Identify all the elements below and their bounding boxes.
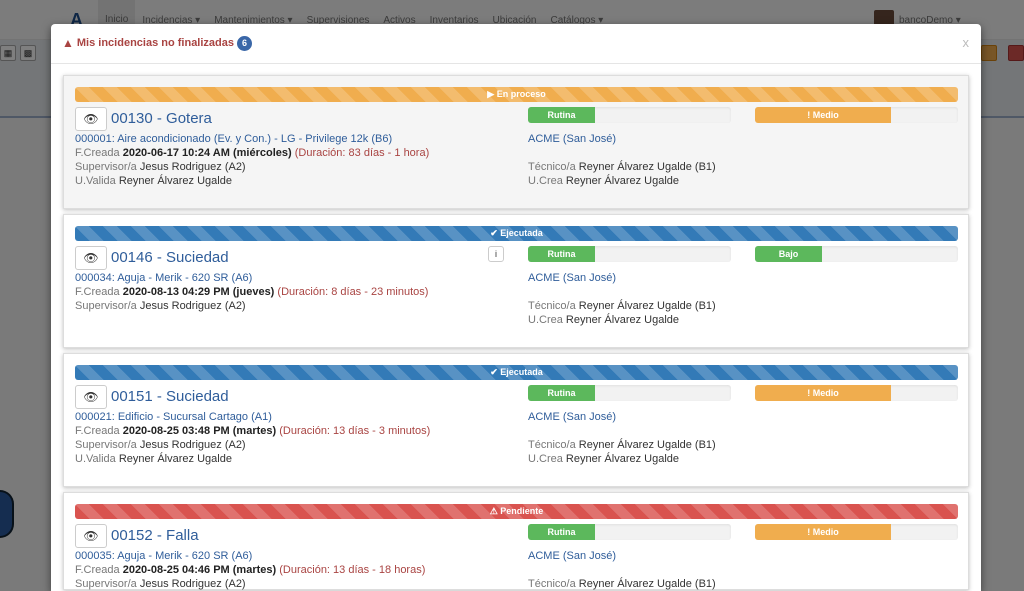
technician: Reyner Álvarez Ugalde (B1) (578, 439, 716, 451)
created-date: 2020-06-17 10:24 AM (miércoles) (122, 147, 292, 159)
validator-label: U.Valida (75, 175, 116, 187)
created-label: F.Creada (75, 286, 120, 298)
supervisor-label: Supervisor/a (75, 578, 137, 590)
created-label: F.Creada (75, 564, 120, 576)
type-progress: Rutina (528, 524, 731, 540)
technician-label: Técnico/a (528, 161, 576, 173)
technician: Reyner Álvarez Ugalde (B1) (578, 161, 716, 173)
priority-progress: ! Medio (755, 524, 958, 540)
priority-label: ! Medio (755, 107, 891, 123)
status-bar: ✔ Ejecutada (75, 226, 958, 241)
creator-label: U.Crea (528, 175, 563, 187)
supervisor-label: Supervisor/a (75, 439, 137, 451)
eye-icon: 👁 (83, 251, 99, 265)
supervisor: Jesus Rodriguez (A2) (139, 300, 246, 312)
technician-label: Técnico/a (528, 300, 576, 312)
validator-label: U.Valida (75, 453, 116, 465)
location-link[interactable]: ACME (San José) (528, 272, 617, 284)
view-button[interactable]: 👁 (75, 524, 107, 548)
creator: Reyner Álvarez Ugalde (565, 453, 680, 465)
incident-card: ▶ En proceso 👁 00130 - Gotera 000001: Air… (63, 75, 969, 209)
asset-link[interactable]: 000021: Edificio - Sucursal Cartago (A1) (75, 411, 272, 423)
location-link[interactable]: ACME (San José) (528, 550, 617, 562)
asset-link[interactable]: 000001: Aire acondicionado (Ev. y Con.) … (75, 133, 393, 145)
created-date: 2020-08-25 03:48 PM (martes) (122, 425, 277, 437)
technician: Reyner Álvarez Ugalde (B1) (578, 578, 716, 590)
location-link[interactable]: ACME (San José) (528, 411, 617, 423)
status-bar: ⚠ Pendiente (75, 504, 958, 519)
priority-progress: ! Medio (755, 385, 958, 401)
type-progress: Rutina (528, 107, 731, 123)
count-badge: 6 (237, 36, 253, 51)
asset-link[interactable]: 000034: Aguja - Merik - 620 SR (A6) (75, 272, 253, 284)
modal-header: ▲ Mis incidencias no finalizadas 6 x (51, 24, 981, 64)
incident-title[interactable]: 00152 - Falla (111, 527, 199, 544)
incident-title[interactable]: 00146 - Suciedad (111, 249, 229, 266)
technician-label: Técnico/a (528, 578, 576, 590)
type-label: Rutina (528, 385, 595, 401)
type-label: Rutina (528, 246, 595, 262)
view-button[interactable]: 👁 (75, 246, 107, 270)
created-label: F.Creada (75, 147, 120, 159)
supervisor-label: Supervisor/a (75, 300, 137, 312)
status-bar: ✔ Ejecutada (75, 365, 958, 380)
creator: Reyner Álvarez Ugalde (565, 314, 680, 326)
supervisor-label: Supervisor/a (75, 161, 137, 173)
eye-icon: 👁 (83, 529, 99, 543)
incident-card: ✔ Ejecutada 👁 00146 - Suciedad i 000034: A… (63, 214, 969, 348)
priority-progress: ! Medio (755, 107, 958, 123)
incidents-modal: ▲ Mis incidencias no finalizadas 6 x ▶ E… (51, 24, 981, 591)
incident-card: ⚠ Pendiente 👁 00152 - Falla 000035: Aguja… (63, 492, 969, 590)
info-icon[interactable]: i (488, 246, 504, 262)
duration: (Duración: 83 días - 1 hora) (294, 147, 430, 159)
supervisor: Jesus Rodriguez (A2) (139, 439, 246, 451)
status-bar: ▶ En proceso (75, 87, 958, 102)
created-label: F.Creada (75, 425, 120, 437)
view-button[interactable]: 👁 (75, 107, 107, 131)
priority-label: ! Medio (755, 524, 891, 540)
priority-label: Bajo (755, 246, 822, 262)
location-link[interactable]: ACME (San José) (528, 133, 617, 145)
asset-link[interactable]: 000035: Aguja - Merik - 620 SR (A6) (75, 550, 253, 562)
duration: (Duración: 13 días - 18 horas) (279, 564, 426, 576)
priority-label: ! Medio (755, 385, 891, 401)
created-date: 2020-08-13 04:29 PM (jueves) (122, 286, 275, 298)
priority-progress: Bajo (755, 246, 958, 262)
type-label: Rutina (528, 107, 595, 123)
warning-icon: ▲ (62, 36, 74, 50)
eye-icon: 👁 (83, 112, 99, 126)
supervisor: Jesus Rodriguez (A2) (139, 578, 246, 590)
technician-label: Técnico/a (528, 439, 576, 451)
created-date: 2020-08-25 04:46 PM (martes) (122, 564, 277, 576)
creator: Reyner Álvarez Ugalde (565, 175, 680, 187)
validator: Reyner Álvarez Ugalde (118, 453, 232, 465)
view-button[interactable]: 👁 (75, 385, 107, 409)
duration: (Duración: 8 días - 23 minutos) (277, 286, 429, 298)
incident-title[interactable]: 00151 - Suciedad (111, 388, 229, 405)
incident-card: ✔ Ejecutada 👁 00151 - Suciedad 000021: Ed… (63, 353, 969, 487)
eye-icon: 👁 (83, 390, 99, 404)
technician: Reyner Álvarez Ugalde (B1) (578, 300, 716, 312)
creator-label: U.Crea (528, 453, 563, 465)
close-button[interactable]: x (962, 35, 970, 50)
type-progress: Rutina (528, 385, 731, 401)
modal-title: Mis incidencias no finalizadas (76, 37, 234, 49)
incident-title[interactable]: 00130 - Gotera (111, 110, 212, 127)
type-progress: Rutina (528, 246, 731, 262)
duration: (Duración: 13 días - 3 minutos) (279, 425, 431, 437)
type-label: Rutina (528, 524, 595, 540)
supervisor: Jesus Rodriguez (A2) (139, 161, 246, 173)
validator: Reyner Álvarez Ugalde (118, 175, 232, 187)
creator-label: U.Crea (528, 314, 563, 326)
